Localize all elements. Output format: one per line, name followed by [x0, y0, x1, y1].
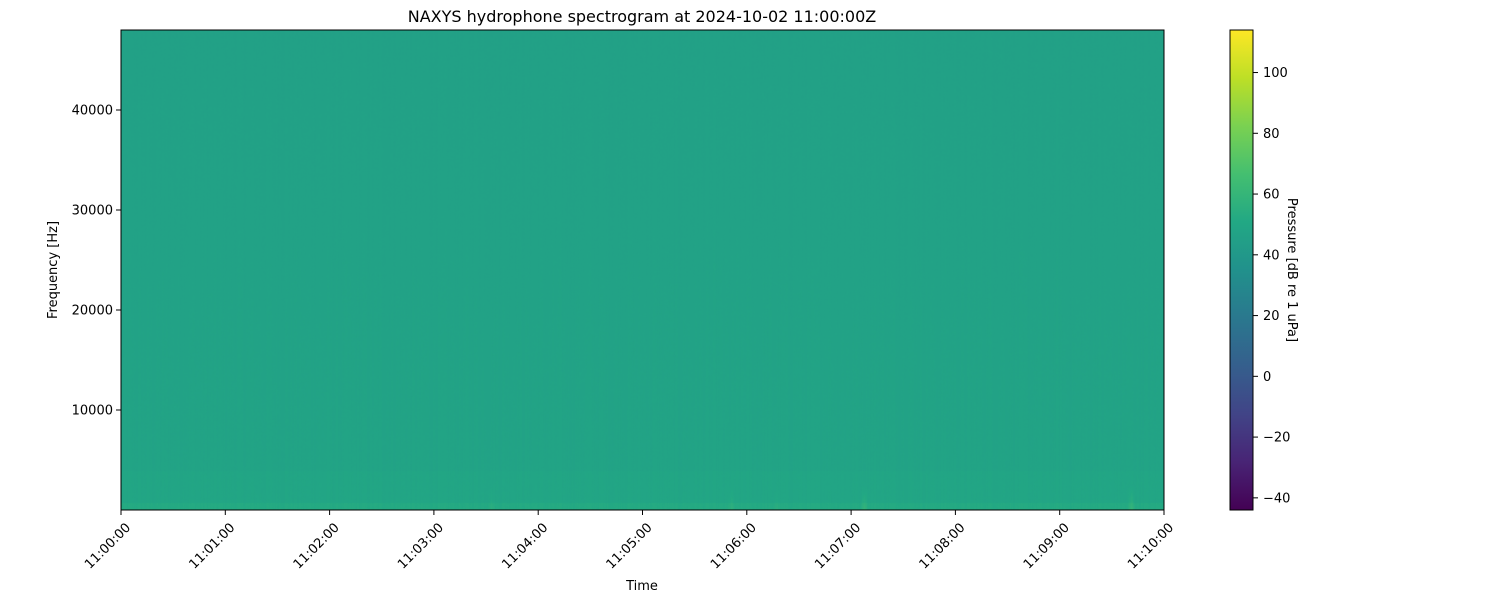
x-tick-label: 11:05:00 [604, 520, 656, 572]
colorbar-tick-label: 60 [1263, 188, 1280, 203]
x-tick-label: 11:06:00 [708, 520, 760, 572]
colorbar-tick-label: −20 [1263, 431, 1290, 446]
x-tick-label: 11:08:00 [917, 520, 969, 572]
colorbar-tick-label: 0 [1263, 370, 1271, 385]
x-tick-label: 11:00:00 [82, 520, 134, 572]
x-tick-label: 11:01:00 [186, 520, 238, 572]
y-tick-label: 20000 [72, 304, 113, 319]
colorbar-tick-label: 40 [1263, 248, 1280, 263]
x-tick-label: 11:02:00 [291, 520, 343, 572]
x-tick-label: 11:09:00 [1021, 520, 1073, 572]
x-tick-label: 11:07:00 [812, 520, 864, 572]
colorbar-label: Pressure [dB re 1 uPa] [1284, 198, 1299, 342]
x-tick-label: 11:03:00 [395, 520, 447, 572]
colorbar-tick-label: 20 [1263, 309, 1280, 324]
colorbar-tick-label: 80 [1263, 127, 1280, 142]
y-tick-label: 10000 [72, 404, 113, 419]
x-axis-label: Time [625, 579, 658, 594]
x-tick-label: 11:10:00 [1125, 520, 1177, 572]
chart-title: NAXYS hydrophone spectrogram at 2024-10-… [408, 7, 877, 26]
plot-frame [120, 29, 1165, 511]
y-tick-label: 40000 [72, 104, 113, 119]
spectrogram-heatmap [121, 30, 1164, 510]
x-tick-label: 11:04:00 [499, 520, 551, 572]
y-axis-label: Frequency [Hz] [46, 221, 61, 319]
colorbar-tick-label: −40 [1263, 491, 1290, 506]
colorbar [1229, 29, 1254, 511]
colorbar-tick-label: 100 [1263, 66, 1288, 81]
y-tick-label: 30000 [72, 204, 113, 219]
